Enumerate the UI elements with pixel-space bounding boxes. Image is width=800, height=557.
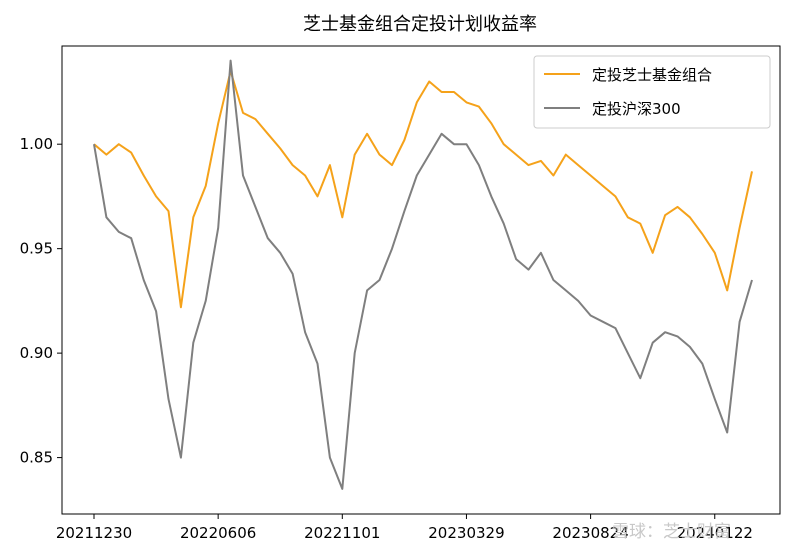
watermark: 雪球：芝士财富: [612, 522, 731, 542]
legend: 定投芝士基金组合 定投沪深300: [533, 55, 771, 129]
series-line-1: [93, 70, 753, 309]
series-line-2: [93, 59, 753, 490]
series-layer: [93, 59, 753, 490]
y-tick-label: 0.95: [20, 240, 53, 258]
legend-box: [533, 55, 771, 129]
x-tick-label: 20211230: [56, 524, 132, 542]
x-axis: 20211230 20220606 20221101 20230329 20230824…: [56, 514, 753, 542]
y-tick-label: 1.00: [20, 135, 53, 153]
y-axis: 0.85 0.90 0.95 1.00: [20, 135, 62, 467]
x-tick-label: 20221101: [304, 524, 380, 542]
legend-label-series-2: 定投沪深300: [592, 100, 681, 118]
legend-label-series-1: 定投芝士基金组合: [592, 66, 712, 84]
x-tick-label: 20220606: [180, 524, 256, 542]
x-tick-label: 20230824: [552, 524, 628, 542]
y-tick-label: 0.90: [20, 344, 53, 362]
chart-title: 芝士基金组合定投计划收益率: [303, 14, 537, 35]
x-tick-label: 20240122: [677, 524, 753, 542]
plot-frame: [61, 45, 781, 515]
y-tick-label: 0.85: [20, 449, 53, 467]
x-tick-label: 20230329: [428, 524, 504, 542]
